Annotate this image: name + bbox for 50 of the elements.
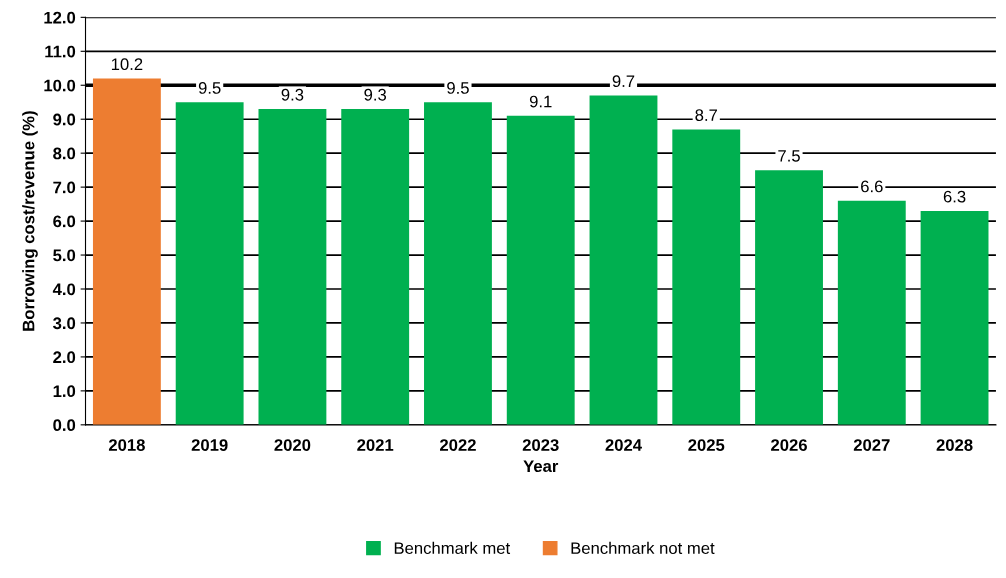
x-tick-label: 2020	[274, 439, 311, 451]
y-tick-label: 1.0	[53, 385, 76, 398]
data-label: 9.5	[198, 82, 221, 94]
data-label: 6.6	[861, 180, 883, 193]
bar	[175, 102, 244, 425]
x-tick-label: 2026	[771, 439, 807, 451]
x-tick-label: 2022	[440, 439, 476, 451]
bar	[920, 210, 989, 425]
y-tick-label: 3.0	[53, 317, 76, 330]
data-label: 8.7	[695, 109, 718, 122]
x-tick-label: 2028	[936, 439, 973, 451]
bar	[672, 129, 741, 425]
y-tick-label: 5.0	[53, 249, 76, 262]
data-label: 9.7	[612, 75, 635, 88]
y-tick-label: 4.0	[52, 283, 76, 296]
data-label: 9.3	[364, 88, 387, 101]
bar	[589, 95, 658, 425]
y-axis-title: Borrowing cost/revenue (%)	[22, 111, 38, 331]
y-tick-label: 9.0	[53, 113, 76, 126]
y-tick-label: 7.0	[53, 181, 76, 194]
x-tick-label: 2018	[108, 439, 145, 451]
y-tick-label: 6.0	[53, 215, 76, 228]
bar	[837, 200, 906, 425]
data-label: 9.3	[281, 88, 304, 101]
y-tick-label: 8.0	[53, 147, 76, 160]
bar	[258, 109, 327, 425]
x-tick-label: 2025	[688, 439, 725, 451]
bar	[506, 115, 575, 425]
data-label: 9.1	[529, 95, 552, 108]
y-tick-label: 12.0	[44, 11, 76, 24]
bar	[755, 170, 823, 425]
legend-label: Benchmark met	[394, 541, 511, 555]
data-label: 10.2	[111, 58, 143, 71]
x-tick-label: 2019	[191, 439, 228, 451]
data-label: 9.5	[447, 82, 469, 94]
y-tick-label: 10.0	[44, 79, 76, 92]
x-tick-label: 2027	[853, 439, 890, 451]
legend-label: Benchmark not met	[571, 541, 715, 555]
x-tick-label: 2024	[605, 439, 642, 451]
x-tick-label: 2021	[357, 439, 394, 451]
data-label: 7.5	[778, 150, 800, 162]
y-tick-label: 11.0	[45, 45, 76, 58]
y-tick-label: 2.0	[53, 351, 76, 364]
bar	[341, 109, 410, 425]
data-label: 6.3	[943, 190, 966, 203]
x-tick-label: 2023	[522, 439, 559, 451]
x-axis-title: Year	[523, 460, 559, 473]
y-tick-label: 0.0	[53, 419, 76, 432]
bar	[424, 102, 492, 425]
bar	[92, 78, 161, 425]
